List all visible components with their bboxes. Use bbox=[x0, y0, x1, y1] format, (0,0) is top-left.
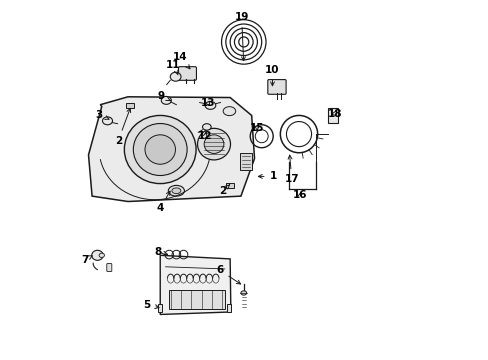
Ellipse shape bbox=[171, 188, 181, 194]
Text: 2: 2 bbox=[219, 185, 229, 196]
Ellipse shape bbox=[102, 117, 112, 125]
FancyBboxPatch shape bbox=[106, 264, 112, 271]
Text: 4: 4 bbox=[156, 191, 170, 213]
FancyBboxPatch shape bbox=[225, 183, 233, 188]
Polygon shape bbox=[88, 97, 254, 202]
Ellipse shape bbox=[99, 253, 104, 257]
FancyBboxPatch shape bbox=[327, 108, 337, 123]
Ellipse shape bbox=[202, 124, 211, 130]
Ellipse shape bbox=[241, 291, 246, 295]
Text: 1: 1 bbox=[258, 171, 276, 181]
Ellipse shape bbox=[133, 123, 187, 176]
Text: 19: 19 bbox=[234, 12, 248, 61]
FancyBboxPatch shape bbox=[126, 103, 134, 108]
Text: 9: 9 bbox=[158, 91, 170, 101]
FancyBboxPatch shape bbox=[267, 80, 285, 94]
FancyBboxPatch shape bbox=[169, 291, 224, 309]
FancyBboxPatch shape bbox=[158, 304, 162, 312]
Ellipse shape bbox=[203, 135, 224, 153]
Ellipse shape bbox=[168, 185, 184, 196]
Text: 18: 18 bbox=[327, 109, 342, 119]
Ellipse shape bbox=[161, 96, 171, 104]
Ellipse shape bbox=[144, 135, 175, 164]
Ellipse shape bbox=[170, 72, 181, 81]
Text: 8: 8 bbox=[154, 247, 167, 257]
Text: 5: 5 bbox=[143, 300, 159, 310]
Text: 11: 11 bbox=[166, 59, 181, 75]
FancyBboxPatch shape bbox=[226, 304, 230, 312]
Text: 15: 15 bbox=[249, 123, 264, 133]
Ellipse shape bbox=[124, 116, 196, 184]
Text: 3: 3 bbox=[96, 110, 109, 120]
Ellipse shape bbox=[204, 102, 215, 109]
Text: 13: 13 bbox=[200, 98, 215, 108]
Ellipse shape bbox=[223, 107, 235, 116]
Text: 16: 16 bbox=[292, 190, 306, 200]
FancyBboxPatch shape bbox=[240, 153, 251, 170]
Text: 17: 17 bbox=[284, 155, 299, 184]
Text: 2: 2 bbox=[114, 108, 130, 145]
Polygon shape bbox=[160, 255, 230, 315]
Text: 7: 7 bbox=[81, 255, 92, 265]
Text: 6: 6 bbox=[216, 265, 240, 284]
Text: 12: 12 bbox=[198, 131, 212, 141]
Ellipse shape bbox=[92, 250, 103, 260]
Text: 14: 14 bbox=[172, 52, 189, 69]
Text: 10: 10 bbox=[264, 64, 279, 86]
Ellipse shape bbox=[197, 129, 230, 160]
FancyBboxPatch shape bbox=[178, 67, 196, 80]
